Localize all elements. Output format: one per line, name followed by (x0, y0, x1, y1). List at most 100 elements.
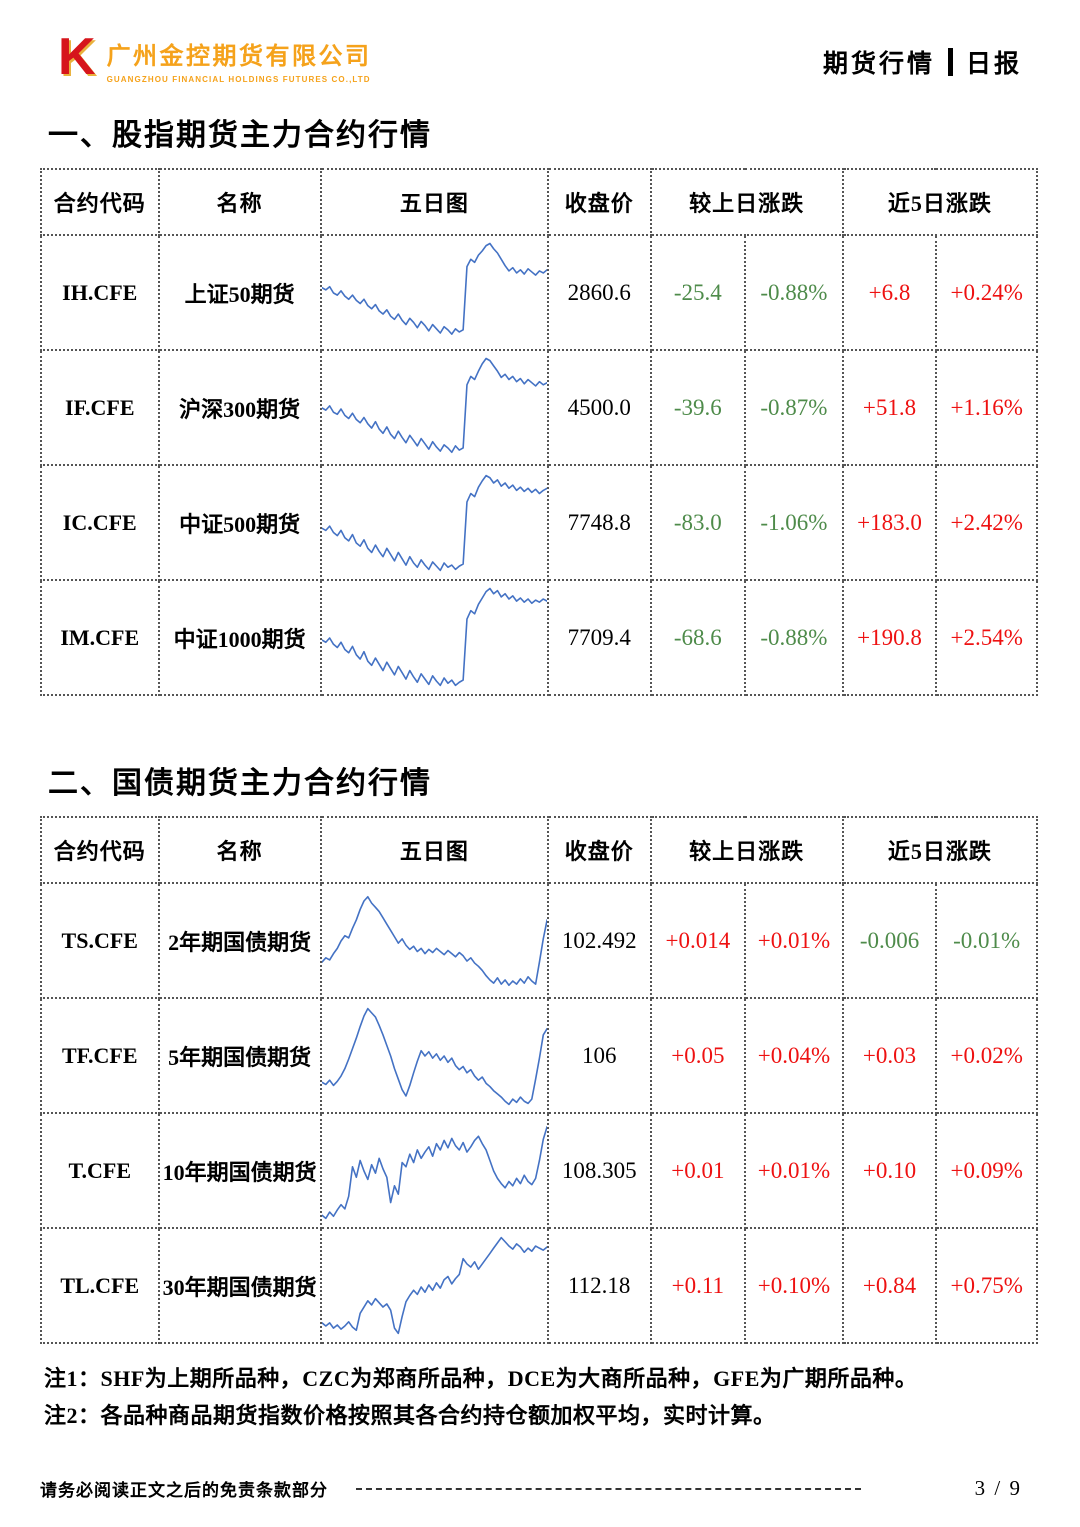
col-day-change: 较上日涨跌 (649, 816, 844, 884)
close-price: 106 (546, 997, 652, 1114)
table-header-row: 合约代码 名称 五日图 收盘价 较上日涨跌 近5日涨跌 (40, 168, 1039, 236)
contract-name: 30年期国债期货 (157, 1227, 322, 1344)
five-day-change-pct: +0.09% (935, 1112, 1038, 1229)
sparkline-chart (322, 1000, 547, 1112)
close-price: 112.18 (546, 1227, 652, 1344)
contract-code: TS.CFE (40, 882, 160, 999)
section-2-title: 二、国债期货主力合约行情 (48, 767, 432, 800)
day-change-pct: -1.06% (744, 464, 844, 581)
five-day-change-pct: +0.24% (935, 234, 1038, 351)
footnote-1: 注1：SHF为上期所品种，CZC为郑商所品种，DCE为大商所品种，GFE为广期所… (44, 1366, 918, 1391)
col-five-day-change: 近5日涨跌 (841, 816, 1039, 884)
footnotes: 注1：SHF为上期所品种，CZC为郑商所品种，DCE为大商所品种，GFE为广期所… (44, 1360, 1080, 1434)
day-change-pct: -0.87% (744, 349, 844, 466)
table-row: IF.CFE 沪深300期货 4500.0 -39.6 -0.87% +51.8 +1.16… (40, 349, 1038, 466)
five-day-chart-cell (319, 1227, 549, 1344)
company-logo: K 广州金控期货有限公司 GUANGZHOU FINANCIAL HOLDING… (58, 31, 372, 84)
five-day-change: +190.8 (841, 579, 938, 696)
day-change: -25.4 (649, 234, 747, 351)
sparkline-chart (322, 1230, 547, 1342)
day-change-pct: +0.04% (744, 997, 844, 1114)
five-day-change: +51.8 (841, 349, 938, 466)
table-row: IC.CFE 中证500期货 7748.8 -83.0 -1.06% +183.0 +2.4… (40, 464, 1038, 581)
report-tag: 期货行情 日报 (823, 44, 1022, 80)
five-day-change-pct: +1.16% (935, 349, 1038, 466)
contract-code: T.CFE (40, 1112, 160, 1229)
footnote-2: 注2：各品种商品期货指数价格按照其各合约持仓额加权平均，实时计算。 (44, 1403, 776, 1428)
sparkline-chart (322, 467, 547, 579)
report-type: 日报 (965, 51, 1022, 78)
col-contract-code: 合约代码 (40, 816, 160, 884)
col-five-day-chart: 五日图 (319, 168, 549, 236)
contract-code: IH.CFE (40, 234, 160, 351)
col-five-day-change: 近5日涨跌 (841, 168, 1039, 236)
five-day-chart-cell (319, 1112, 549, 1229)
table-header-row: 合约代码 名称 五日图 收盘价 较上日涨跌 近5日涨跌 (40, 816, 1039, 884)
day-change-pct: +0.01% (744, 1112, 844, 1229)
sparkline-chart (322, 582, 547, 694)
table-row: TF.CFE 5年期国债期货 106 +0.05 +0.04% +0.03 +0.02% (40, 997, 1038, 1114)
company-name-cn: 广州金控期货有限公司 (106, 43, 372, 70)
footer-divider-line (356, 1487, 861, 1490)
day-change-pct: -0.88% (744, 579, 844, 696)
contract-name: 上证50期货 (157, 234, 322, 351)
five-day-change: -0.006 (841, 882, 938, 999)
five-day-chart-cell (319, 234, 549, 351)
close-price: 108.305 (546, 1112, 652, 1229)
five-day-chart-cell (319, 579, 549, 696)
close-price: 2860.6 (546, 234, 652, 351)
contract-name: 沪深300期货 (157, 349, 322, 466)
vertical-divider (947, 48, 953, 76)
report-category: 期货行情 (822, 51, 935, 78)
five-day-chart-cell (319, 464, 549, 581)
section-1-title: 一、股指期货主力合约行情 (48, 119, 432, 152)
col-close-price: 收盘价 (546, 816, 652, 884)
five-day-change: +6.8 (841, 234, 938, 351)
close-price: 7748.8 (546, 464, 652, 581)
contract-code: TL.CFE (40, 1227, 160, 1344)
five-day-chart-cell (319, 882, 549, 999)
page-number: 3 / 9 (974, 1476, 1022, 1500)
treasury-futures-table: 合约代码 名称 五日图 收盘价 较上日涨跌 近5日涨跌 TS.CFE 2年期国债期… (40, 816, 1039, 1344)
five-day-chart-cell (319, 349, 549, 466)
five-day-change-pct: +0.75% (935, 1227, 1038, 1344)
day-change-pct: -0.88% (744, 234, 844, 351)
table-row: IM.CFE 中证1000期货 7709.4 -68.6 -0.88% +190.8 +2.… (40, 579, 1038, 696)
stock-index-futures-table: 合约代码 名称 五日图 收盘价 较上日涨跌 近5日涨跌 IH.CFE 上证50期货… (40, 168, 1039, 696)
col-close-price: 收盘价 (546, 168, 652, 236)
table-row: IH.CFE 上证50期货 2860.6 -25.4 -0.88% +6.8 +0.24% (40, 234, 1038, 351)
col-five-day-chart: 五日图 (319, 816, 549, 884)
day-change: -39.6 (649, 349, 747, 466)
day-change: -83.0 (649, 464, 747, 581)
day-change: +0.05 (649, 997, 747, 1114)
contract-code: IC.CFE (40, 464, 160, 581)
col-name: 名称 (157, 168, 322, 236)
close-price: 102.492 (546, 882, 652, 999)
col-day-change: 较上日涨跌 (649, 168, 844, 236)
day-change: +0.014 (649, 882, 747, 999)
company-name-block: 广州金控期货有限公司 GUANGZHOU FINANCIAL HOLDINGS … (107, 34, 372, 84)
five-day-chart-cell (319, 997, 549, 1114)
five-day-change-pct: +0.02% (935, 997, 1038, 1114)
day-change: +0.11 (649, 1227, 747, 1344)
page-header: K 广州金控期货有限公司 GUANGZHOU FINANCIAL HOLDING… (0, 0, 1080, 84)
five-day-change: +0.10 (841, 1112, 938, 1229)
company-name-en: GUANGZHOU FINANCIAL HOLDINGS FUTURES CO.… (106, 75, 371, 84)
contract-name: 中证1000期货 (157, 579, 322, 696)
page-footer: 请务必阅读正文之后的免责条款部分 3 / 9 (40, 1476, 1022, 1501)
col-contract-code: 合约代码 (40, 168, 160, 236)
col-name: 名称 (157, 816, 322, 884)
sparkline-chart (322, 885, 547, 997)
day-change-pct: +0.10% (744, 1227, 844, 1344)
day-change: +0.01 (649, 1112, 747, 1229)
sparkline-chart (322, 237, 547, 349)
five-day-change-pct: -0.01% (935, 882, 1038, 999)
sparkline-chart (322, 1115, 547, 1227)
contract-code: IM.CFE (40, 579, 160, 696)
contract-code: IF.CFE (40, 349, 160, 466)
contract-name: 中证500期货 (157, 464, 322, 581)
disclaimer-text: 请务必阅读正文之后的免责条款部分 (40, 1481, 328, 1500)
day-change-pct: +0.01% (744, 882, 844, 999)
contract-name: 10年期国债期货 (157, 1112, 322, 1229)
